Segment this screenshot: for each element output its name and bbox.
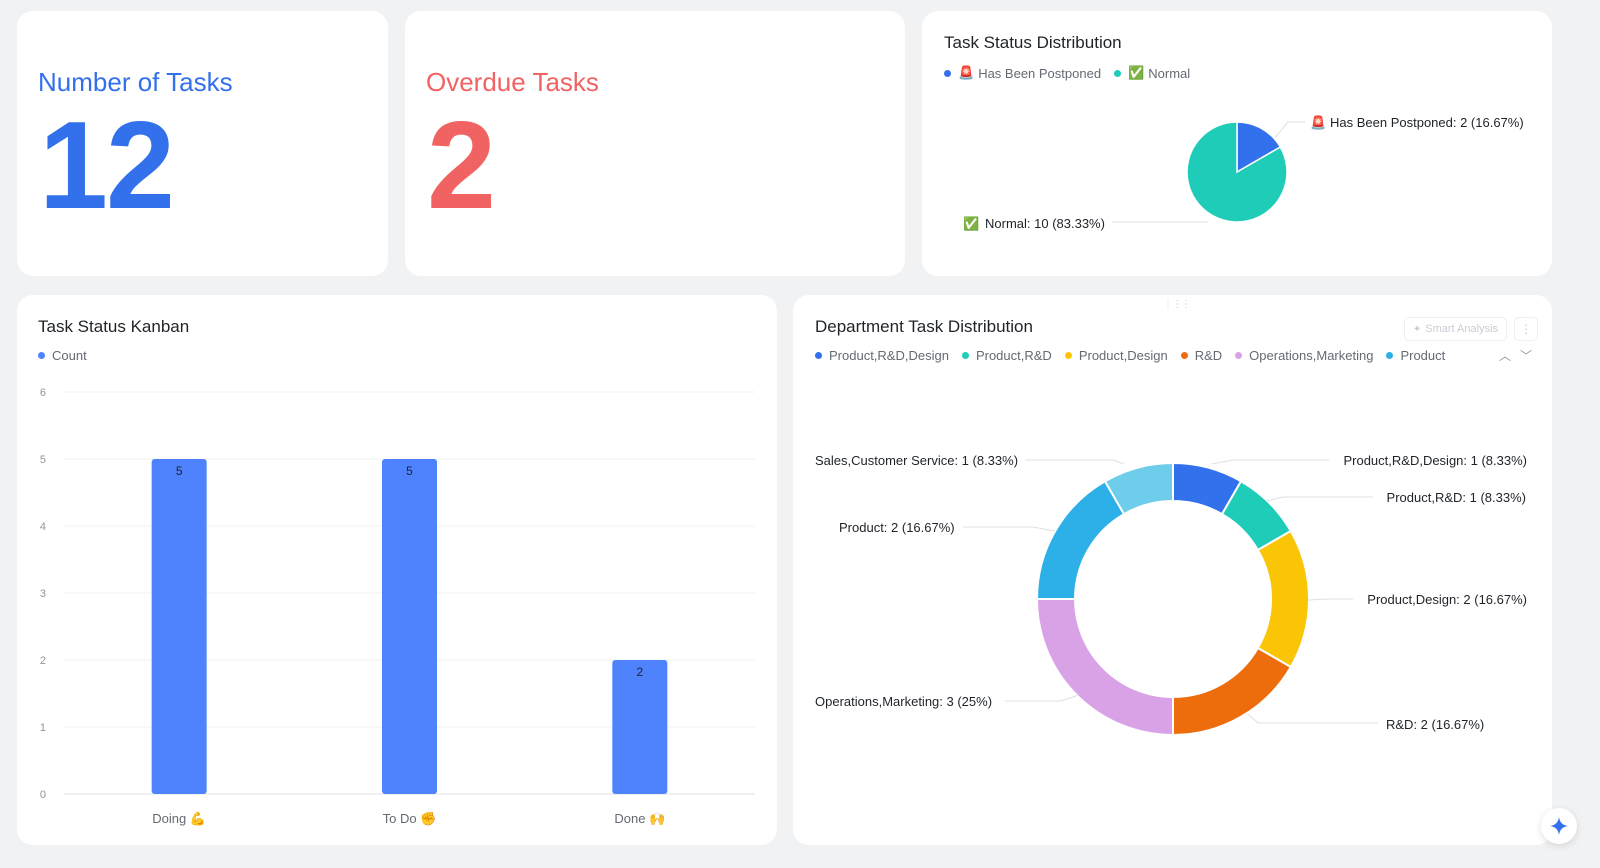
- more-vertical-icon[interactable]: ⋮: [1514, 317, 1538, 341]
- legend-label: Count: [52, 348, 87, 363]
- overdue-tasks-value: 2: [427, 97, 496, 235]
- sparkle-icon: ✦: [1412, 323, 1422, 335]
- postponed-leader-line: [1271, 121, 1305, 142]
- x-tick-label: Done 🙌: [614, 811, 665, 826]
- donut-slice-label: Product,R&D,Design: 1 (8.33%): [1343, 453, 1527, 468]
- normal-slice-label: Normal: 10 (83.33%): [985, 216, 1105, 231]
- tasks-count-label: Number of Tasks: [38, 67, 233, 97]
- x-tick-label: Doing 💪: [152, 811, 206, 826]
- kanban-legend: Count: [38, 348, 100, 363]
- legend-item-operations-marketing[interactable]: Operations,Marketing: [1235, 348, 1373, 363]
- donut-slice-label: Product,R&D: 1 (8.33%): [1387, 490, 1526, 505]
- leader-line: [1266, 496, 1373, 502]
- bar: [151, 459, 207, 794]
- legend-label: Product,Design: [1078, 348, 1168, 363]
- normal-slice-emoji: ✅: [963, 216, 979, 231]
- kanban-card: Task Status Kanban Count 0 1 2 3 4 5 6 5 Doing 💪…: [17, 295, 777, 845]
- legend-item-postponed[interactable]: 🚨 Has Been Postponed: [944, 65, 1101, 81]
- bar-value-label: 2: [636, 665, 643, 679]
- legend-item-rd[interactable]: R&D: [1180, 348, 1223, 363]
- ai-assistant-button[interactable]: [1541, 808, 1577, 844]
- kanban-title: Task Status Kanban: [38, 317, 190, 336]
- x-tick-label: To Do ✊: [383, 811, 437, 827]
- tasks-count-value: 12: [39, 97, 175, 235]
- postponed-slice-label: Has Been Postponed: 2 (16.67%): [1330, 115, 1524, 130]
- legend-dot: [815, 352, 822, 359]
- smart-analysis-button[interactable]: ✦ Smart Analysis: [1403, 317, 1507, 341]
- pie-slice: [1236, 121, 1282, 174]
- donut-slice: [1103, 461, 1174, 516]
- status-distribution-card: Task Status Distribution 🚨 Has Been Post…: [922, 11, 1552, 276]
- legend-label: Normal: [1148, 65, 1191, 81]
- y-tick-label: 5: [40, 454, 46, 466]
- leader-line: [1210, 459, 1329, 465]
- tasks-count-card: Number of Tasks 12: [17, 11, 388, 276]
- sparkle-icon: [1550, 817, 1568, 835]
- y-tick-label: 0: [40, 789, 46, 801]
- pie-slice: [1186, 121, 1288, 223]
- y-tick-label: 4: [40, 521, 46, 533]
- department-legend: Product,R&D,Design Product,R&D Product,D…: [815, 348, 1458, 363]
- check-mark-icon: ✅: [1128, 65, 1145, 80]
- legend-label: Operations,Marketing: [1249, 348, 1374, 363]
- legend-label: Product,R&D: [975, 348, 1052, 363]
- legend-label: Product: [1400, 348, 1446, 363]
- legend-dot: [944, 69, 951, 77]
- donut-slice-label: Operations,Marketing: 3 (25%): [815, 694, 992, 709]
- donut-slice-label: Product: 2 (16.67%): [839, 520, 955, 535]
- leader-line: [1025, 459, 1125, 465]
- y-tick-label: 3: [40, 588, 46, 600]
- legend-dot: [1114, 69, 1122, 77]
- legend-dot: [1235, 352, 1243, 359]
- legend-item-normal[interactable]: ✅ Normal: [1114, 65, 1190, 81]
- legend-dot: [1064, 352, 1072, 359]
- donut-slice-label: Product,Design: 2 (16.67%): [1367, 592, 1527, 607]
- overdue-tasks-label: Overdue Tasks: [426, 67, 599, 97]
- bar: [382, 459, 437, 794]
- legend-item-product-rd[interactable]: Product,R&D: [961, 348, 1052, 363]
- y-tick-label: 1: [40, 722, 46, 734]
- donut-slice: [1035, 479, 1126, 600]
- leader-line: [1307, 598, 1353, 601]
- bar: [612, 660, 668, 794]
- legend-item-product[interactable]: Product: [1386, 348, 1445, 363]
- donut-slice: [1256, 529, 1310, 669]
- donut-slice: [1172, 646, 1293, 737]
- donut-slice-label: R&D: 2 (16.67%): [1386, 717, 1484, 732]
- bar-value-label: 5: [176, 464, 183, 478]
- department-donut-chart: Product,R&D,Design: 1 (8.33%) Product,R&D…: [815, 453, 1527, 737]
- drag-handle-icon[interactable]: ⋮⋮⋮: [1163, 299, 1191, 310]
- bar-value-label: 5: [406, 464, 413, 478]
- legend-dot: [1386, 352, 1394, 359]
- legend-item-count[interactable]: Count: [38, 348, 87, 363]
- legend-item-product-rd-design[interactable]: Product,R&D,Design: [815, 348, 949, 363]
- legend-label: Has Been Postponed: [978, 65, 1102, 81]
- department-title: Department Task Distribution: [815, 317, 1033, 336]
- status-distribution-legend: 🚨 Has Been Postponed ✅ Normal: [944, 65, 1203, 81]
- legend-dot: [1180, 352, 1188, 359]
- legend-label: R&D: [1194, 348, 1223, 363]
- chevron-down-icon[interactable]: ﹀: [1520, 349, 1533, 363]
- donut-slice: [1035, 598, 1174, 737]
- overdue-tasks-card: Overdue Tasks 2: [405, 11, 905, 276]
- leader-line: [963, 526, 1056, 532]
- kanban-bar-chart: 0 1 2 3 4 5 6 5 Doing 💪 5 To Do ✊ 2 Done 🙌: [40, 387, 755, 827]
- legend-label: Product,R&D,Design: [829, 348, 949, 363]
- y-tick-label: 2: [40, 655, 46, 667]
- siren-icon: 🚨: [958, 65, 975, 80]
- chevron-up-icon[interactable]: ︿: [1499, 349, 1512, 363]
- smart-analysis-label: Smart Analysis: [1425, 323, 1498, 335]
- legend-dot: [961, 352, 969, 359]
- legend-dot: [38, 352, 45, 359]
- y-tick-label: 6: [40, 387, 46, 399]
- donut-slice-label: Sales,Customer Service: 1 (8.33%): [815, 453, 1018, 468]
- department-card: ⋮⋮⋮ Department Task Distribution ✦ Smart…: [793, 295, 1552, 845]
- leader-line: [1247, 713, 1378, 724]
- postponed-slice-emoji: 🚨: [1310, 115, 1326, 130]
- leader-line: [1005, 694, 1080, 702]
- status-distribution-title: Task Status Distribution: [944, 33, 1122, 52]
- legend-item-product-design[interactable]: Product,Design: [1064, 348, 1168, 363]
- status-pie-chart: 🚨 Has Been Postponed: 2 (16.67%) ✅ Norma…: [963, 115, 1524, 231]
